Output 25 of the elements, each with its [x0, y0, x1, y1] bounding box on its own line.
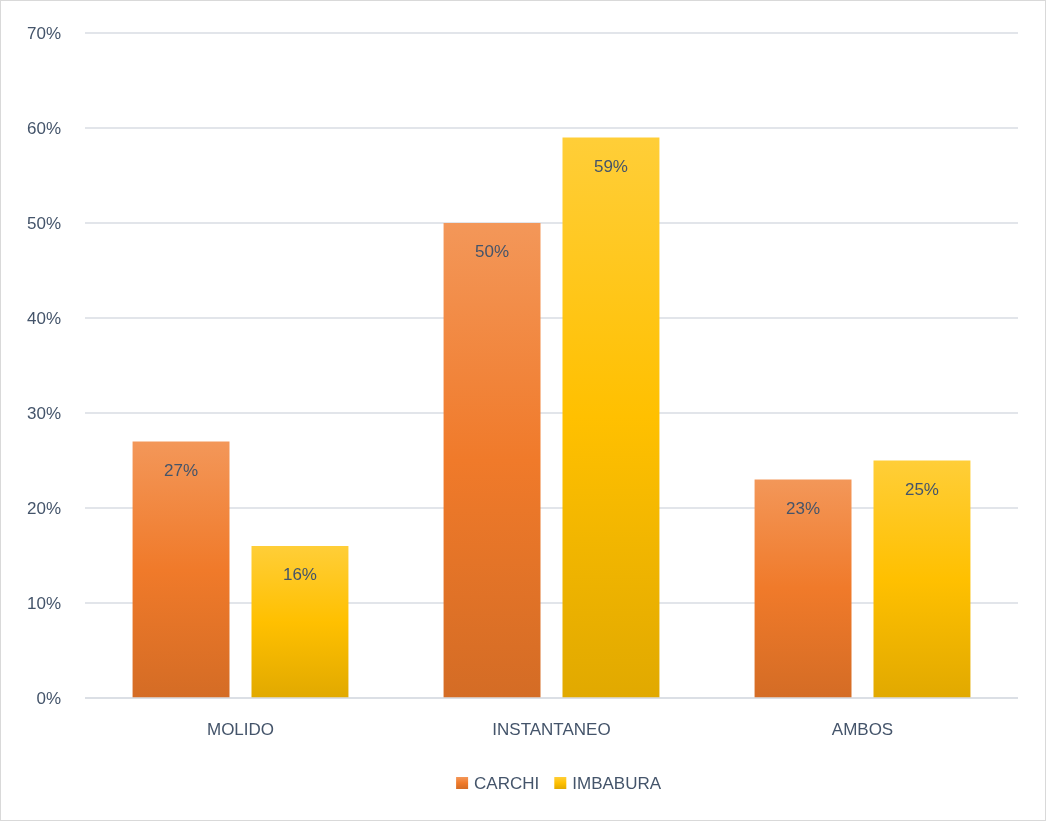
data-label: 27%	[164, 460, 199, 480]
x-tick-label: MOLIDO	[206, 719, 275, 739]
y-tick-label: 30%	[26, 403, 61, 423]
y-tick-label: 50%	[26, 213, 61, 233]
bar	[562, 137, 660, 698]
data-label: 59%	[593, 156, 628, 176]
y-tick-label: 60%	[26, 118, 61, 138]
legend-label: CARCHI	[474, 773, 540, 793]
data-label: 25%	[904, 479, 939, 499]
data-label: 50%	[475, 242, 510, 261]
legend-label: IMBABURA	[572, 773, 662, 793]
y-tick-label: 40%	[26, 308, 61, 328]
x-tick-label: INSTANTANEO	[492, 719, 611, 739]
bar	[754, 479, 852, 698]
y-tick-label: 0%	[36, 688, 61, 708]
bar	[443, 223, 541, 698]
x-tick-label: AMBOS	[831, 719, 894, 739]
data-label: 16%	[282, 565, 317, 584]
y-tick-label: 70%	[26, 23, 61, 43]
bar	[132, 441, 230, 698]
bar	[251, 546, 349, 698]
y-tick-label: 10%	[26, 593, 61, 613]
bar	[873, 460, 971, 698]
data-label: 23%	[786, 498, 821, 518]
y-tick-label: 20%	[26, 498, 61, 518]
